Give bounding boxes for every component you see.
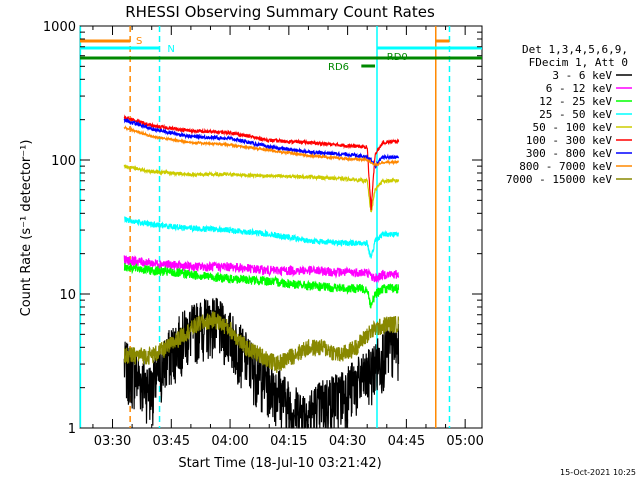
x-tick-label-0: 03:30	[94, 434, 131, 449]
x-axis-label: Start Time (18-Jul-10 03:21:42)	[178, 456, 381, 471]
legend-label-3: 25 - 50 keV	[539, 108, 612, 121]
series-line-4	[123, 163, 400, 213]
y-tick-label-3: 1000	[43, 20, 76, 35]
x-tick-label-1: 03:45	[153, 434, 190, 449]
legend-label-7: 800 - 7000 keV	[519, 160, 612, 173]
series-line-5	[123, 114, 400, 211]
series-line-3	[124, 216, 400, 259]
annotation-label-n: N	[167, 44, 174, 55]
footer-timestamp: 15-Oct-2021 10:25	[560, 468, 636, 477]
legend-label-1: 6 - 12 keV	[546, 82, 613, 95]
y-tick-label-1: 10	[59, 288, 76, 303]
legend: Det 1,3,4,5,6,9, FDecim 1, Att 0 3 - 6 k…	[506, 43, 632, 186]
legend-header-2: FDecim 1, Att 0	[529, 56, 628, 69]
legend-label-8: 7000 - 15000 keV	[506, 173, 612, 186]
x-tick-label-5: 04:45	[388, 434, 425, 449]
series-line-6	[123, 117, 400, 170]
series-line-2	[123, 263, 400, 309]
annotation-label-s: S	[136, 36, 142, 47]
plot-area: S N RD0 RD6 03:30 03:45 04:00 04:15 04:30 04:45 05…	[43, 20, 484, 449]
legend-label-0: 3 - 6 keV	[552, 69, 612, 82]
x-tick-label-2: 04:00	[211, 434, 248, 449]
legend-label-5: 100 - 300 keV	[526, 134, 612, 147]
series-line-1	[123, 255, 400, 284]
series-line-7	[123, 125, 399, 168]
y-tick-label-0: 1	[68, 422, 76, 437]
legend-label-2: 12 - 25 keV	[539, 95, 612, 108]
series-line-0	[123, 297, 400, 429]
legend-header-1: Det 1,3,4,5,6,9,	[522, 43, 628, 56]
chart-title: RHESSI Observing Summary Count Rates	[125, 3, 435, 21]
x-tick-label-6: 05:00	[446, 434, 483, 449]
y-axis-label: Count Rate (s⁻¹ detector⁻¹)	[19, 140, 34, 317]
x-tick-label-3: 04:15	[270, 434, 307, 449]
legend-label-6: 300 - 800 keV	[526, 147, 612, 160]
y-tick-label-2: 100	[51, 154, 76, 169]
annotation-label-rd6: RD6	[328, 62, 349, 73]
annotation-label-rd0: RD0	[387, 52, 408, 63]
series-line-8	[123, 311, 400, 374]
x-tick-label-4: 04:30	[329, 434, 366, 449]
legend-label-4: 50 - 100 keV	[533, 121, 613, 134]
